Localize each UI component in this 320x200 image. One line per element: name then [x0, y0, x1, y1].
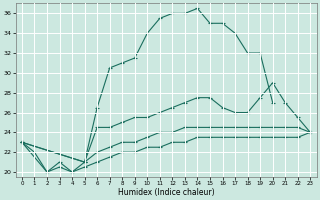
- X-axis label: Humidex (Indice chaleur): Humidex (Indice chaleur): [118, 188, 214, 197]
